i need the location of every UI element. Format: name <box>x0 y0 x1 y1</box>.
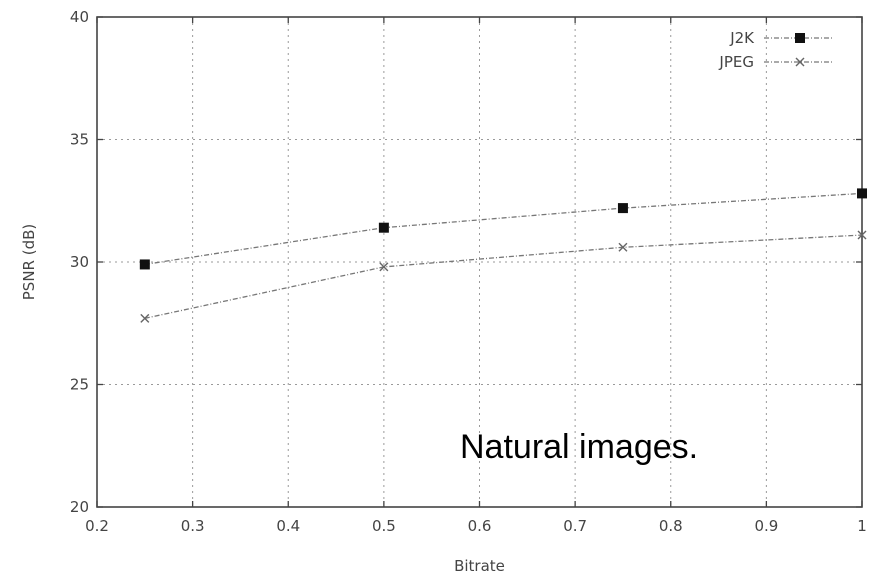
x-tick-label: 0.8 <box>659 517 683 535</box>
grid <box>97 17 862 507</box>
marker-stroke <box>379 262 389 272</box>
data-point-j2k <box>378 222 389 233</box>
data-point-j2k <box>857 188 867 199</box>
marker-stroke <box>140 313 150 323</box>
data-point-jpeg <box>618 242 628 252</box>
x-tick-label: 0.9 <box>754 517 778 535</box>
y-tick-label: 30 <box>70 253 89 271</box>
plot-frame <box>96 16 863 508</box>
data-point-jpeg <box>140 313 150 323</box>
data-point-j2k <box>139 259 150 270</box>
marker-stroke <box>795 57 805 67</box>
y-tick-label: 25 <box>70 376 89 394</box>
y-tick-label: 35 <box>70 131 89 149</box>
series-line-j2k <box>144 192 863 266</box>
x-tick-label: 0.4 <box>276 517 300 535</box>
legend-label-jpeg: JPEG <box>718 53 754 71</box>
y-tick-label: 20 <box>70 498 89 516</box>
y-tick-labels: 20 25 30 35 40 <box>70 8 89 516</box>
x-axis-label: Bitrate <box>454 557 505 575</box>
legend-marker-jpeg <box>795 57 805 67</box>
x-tick-label: 0.7 <box>563 517 587 535</box>
y-axis-label: PSNR (dB) <box>20 224 38 301</box>
data-point-j2k <box>617 203 628 214</box>
series-line-jpeg <box>144 234 863 319</box>
marker-stroke <box>857 230 867 240</box>
marker-stroke <box>618 242 628 252</box>
legend-label-j2k: J2K <box>729 29 755 47</box>
x-tick-label: 0.5 <box>372 517 396 535</box>
x-tick-label: 0.3 <box>181 517 205 535</box>
data-point-jpeg <box>857 230 867 240</box>
y-tick-label: 40 <box>70 8 89 26</box>
annotation-text: Natural images. <box>460 428 698 466</box>
legend-marker-j2k <box>795 33 805 43</box>
x-tick-label: 0.6 <box>468 517 492 535</box>
legend: J2K JPEG <box>718 29 832 71</box>
x-tick-labels: 0.2 0.3 0.4 0.5 0.6 0.7 0.8 0.9 1 <box>85 517 867 535</box>
data-point-jpeg <box>379 262 389 272</box>
x-tick-label: 1 <box>857 517 867 535</box>
x-tick-label: 0.2 <box>85 517 109 535</box>
series <box>139 188 867 323</box>
